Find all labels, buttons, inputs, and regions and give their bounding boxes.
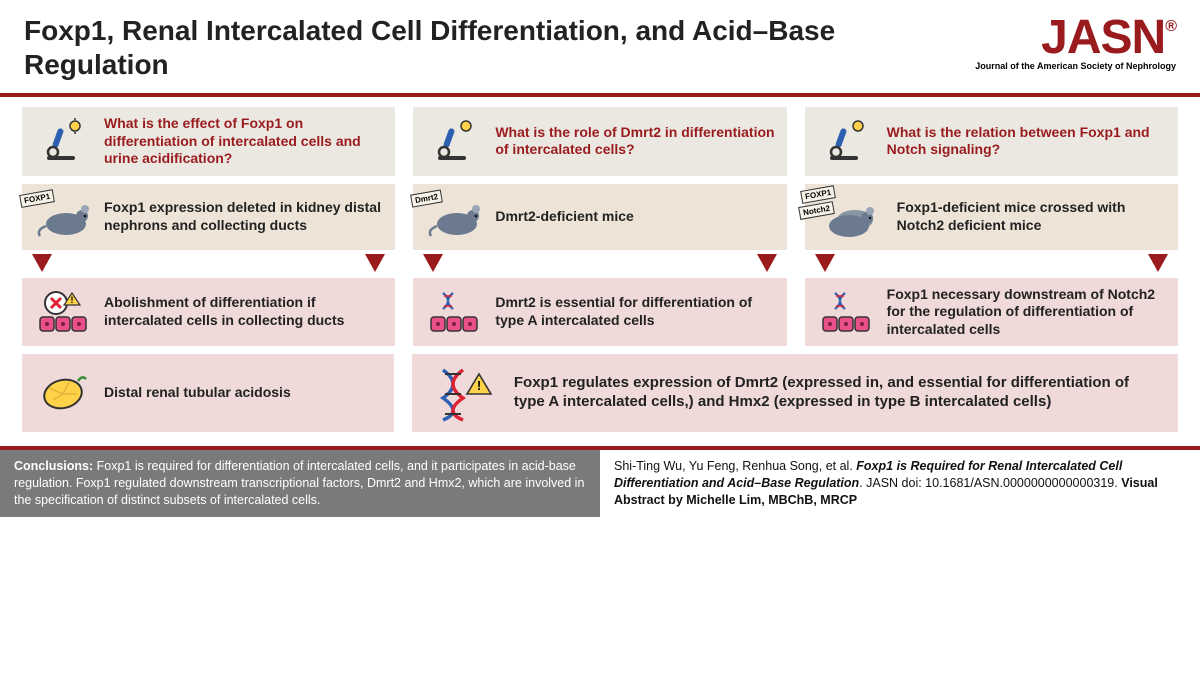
question-card: What is the relation between Foxp1 and N… — [805, 107, 1178, 176]
result-card: Dmrt2 is essential for differentiation o… — [413, 278, 786, 347]
cells-dna-icon — [425, 289, 485, 335]
question-card: What is the effect of Foxp1 on different… — [22, 107, 395, 176]
citation-tail: . JASN doi: 10.1681/ASN.0000000000000319… — [859, 476, 1121, 490]
question-card: What is the role of Dmrt2 in differentia… — [413, 107, 786, 176]
result-text: Dmrt2 is essential for differentiation o… — [495, 294, 774, 329]
logo-text: JASN® — [975, 16, 1176, 59]
logo-subtitle: Journal of the American Society of Nephr… — [975, 61, 1176, 71]
lemon-icon — [34, 370, 94, 416]
arrow-down-icon — [1148, 254, 1168, 272]
conclusions-label: Conclusions: — [14, 459, 93, 473]
arrow-row — [413, 254, 786, 274]
outcome-text: Distal renal tubular acidosis — [104, 384, 291, 402]
outcome-card: Distal renal tubular acidosis — [22, 354, 394, 432]
model-text: Dmrt2-deficient mice — [495, 208, 633, 226]
main-grid: What is the effect of Foxp1 on different… — [0, 107, 1200, 346]
svg-text:!: ! — [477, 378, 481, 393]
header: Foxp1, Renal Intercalated Cell Different… — [0, 0, 1200, 89]
mouse-icon: FOXP1 — [34, 196, 94, 238]
journal-logo: JASN® Journal of the American Society of… — [975, 14, 1176, 71]
question-text: What is the effect of Foxp1 on different… — [104, 115, 383, 168]
arrow-down-icon — [815, 254, 835, 272]
page-title: Foxp1, Renal Intercalated Cell Different… — [24, 14, 844, 81]
cells-alert-icon: ! — [34, 289, 94, 335]
arrow-down-icon — [32, 254, 52, 272]
footer: Conclusions: Foxp1 is required for diffe… — [0, 446, 1200, 517]
result-text: Foxp1 necessary downstream of Notch2 for… — [887, 286, 1166, 339]
microscope-icon — [34, 118, 94, 164]
arrow-down-icon — [365, 254, 385, 272]
arrow-row — [22, 254, 395, 274]
citation-block: Shi-Ting Wu, Yu Feng, Renhua Song, et al… — [600, 446, 1200, 517]
model-card: Dmrt2 Dmrt2-deficient mice — [413, 184, 786, 250]
conclusions-text: Foxp1 is required for differentiation of… — [14, 459, 584, 507]
model-card: FOXP1 Foxp1 expression deleted in kidney… — [22, 184, 395, 250]
result-card: Foxp1 necessary downstream of Notch2 for… — [805, 278, 1178, 347]
divider — [0, 93, 1200, 97]
summary-card: ! Foxp1 regulates expression of Dmrt2 (e… — [412, 354, 1178, 432]
citation-authors: Shi-Ting Wu, Yu Feng, Renhua Song, et al… — [614, 459, 856, 473]
microscope-icon — [817, 118, 877, 164]
arrow-down-icon — [757, 254, 777, 272]
question-text: What is the relation between Foxp1 and N… — [887, 124, 1166, 159]
mice-icon: FOXP1 Notch2 — [817, 194, 887, 240]
model-text: Foxp1-deficient mice crossed with Notch2… — [897, 199, 1166, 234]
summary-text: Foxp1 regulates expression of Dmrt2 (exp… — [514, 374, 1162, 412]
mouse-icon: Dmrt2 — [425, 196, 485, 238]
result-text: Abolishment of differentiation if interc… — [104, 294, 383, 329]
cells-dna-icon — [817, 289, 877, 335]
dna-alert-icon: ! — [428, 364, 498, 422]
svg-text:!: ! — [71, 295, 74, 305]
result-card: ! Abolishment of differentiation if inte… — [22, 278, 395, 347]
model-text: Foxp1 expression deleted in kidney dista… — [104, 199, 383, 234]
question-text: What is the role of Dmrt2 in differentia… — [495, 124, 774, 159]
conclusions-block: Conclusions: Foxp1 is required for diffe… — [0, 446, 600, 517]
arrow-down-icon — [423, 254, 443, 272]
microscope-icon — [425, 118, 485, 164]
model-card: FOXP1 Notch2 Foxp1-deficient mice crosse… — [805, 184, 1178, 250]
arrow-row — [805, 254, 1178, 274]
bottom-row: Distal renal tubular acidosis ! Foxp1 re… — [0, 346, 1200, 442]
